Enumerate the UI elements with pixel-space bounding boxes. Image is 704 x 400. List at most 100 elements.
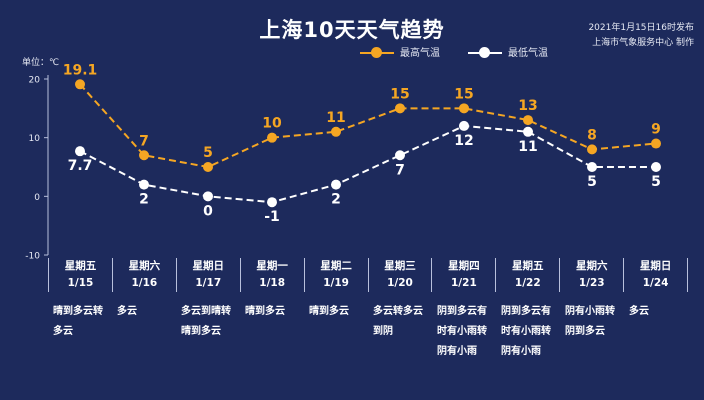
weekday-label: 星期一	[256, 260, 288, 272]
day-column: 星期日 1/24	[623, 258, 689, 292]
weather-description: 阴到多云有 时有小雨转 阴有小雨	[437, 306, 487, 357]
data-label-low: 7	[395, 162, 405, 178]
legend-low-marker	[468, 46, 502, 58]
data-label-high: 5	[203, 145, 213, 161]
data-point-low	[523, 126, 533, 137]
legend-low-label: 最低气温	[508, 48, 548, 59]
unit-label: 单位：℃	[22, 58, 60, 68]
date-label: 1/16	[131, 277, 158, 289]
date-label: 1/21	[451, 277, 477, 289]
legend-high-label: 最高气温	[400, 48, 440, 59]
weather-description: 晴到多云转 多云	[53, 306, 103, 337]
weather-description: 阴到多云有 时有小雨转 阴有小雨	[501, 306, 551, 357]
data-label-high: 8	[587, 127, 597, 143]
day-column: 星期一 1/18	[239, 258, 304, 292]
data-label-high: 7	[139, 133, 149, 149]
data-label-low: 0	[203, 203, 213, 219]
weekday-label: 星期三	[384, 260, 416, 272]
data-label-high: 13	[518, 98, 537, 114]
data-point-low	[651, 162, 661, 172]
data-label-high: 9	[651, 122, 661, 138]
day-column: 星期五 1/22	[495, 258, 559, 292]
data-point-high	[75, 79, 85, 90]
day-column: 星期三 1/20	[367, 258, 432, 292]
date-label: 1/15	[67, 277, 94, 289]
data-label-low: 2	[139, 192, 149, 208]
date-label: 1/20	[387, 277, 413, 289]
data-point-high	[395, 103, 405, 114]
day-column: 星期五 1/15	[48, 258, 112, 292]
data-label-low: 12	[454, 133, 473, 149]
day-column: 星期六 1/16	[111, 258, 176, 292]
publish-time: 2021年1月15日16时发布	[588, 23, 694, 33]
weekday-label: 星期日	[639, 260, 672, 272]
y-tick-label: 0	[34, 193, 40, 203]
data-point-high	[459, 103, 469, 114]
publish-info: 2021年1月15日16时发布 上海市气象服务中心 制作	[588, 21, 694, 51]
date-label: 1/22	[514, 277, 541, 289]
day-column: 星期日 1/17	[175, 258, 240, 292]
chart-legend: 最高气温 最低气温	[360, 44, 576, 59]
data-label-low: 5	[651, 174, 661, 190]
day-column: 星期二 1/19	[303, 258, 368, 292]
date-label: 1/17	[195, 277, 222, 289]
date-label: 1/24	[642, 277, 669, 289]
date-label: 1/23	[578, 277, 605, 289]
data-label-high: 19.1	[63, 62, 98, 78]
data-label-low: 5	[587, 174, 597, 190]
data-point-high	[139, 150, 149, 161]
y-tick-label: 20	[29, 76, 41, 86]
weather-description-row: 晴到多云转 多云 多云 多云到晴转 晴到多云 晴到多云 晴到多云 多云转多云 到阴 阴到多云…	[48, 302, 688, 362]
producer: 上海市气象服务中心 制作	[592, 38, 694, 48]
y-tick-label: -10	[25, 252, 40, 262]
series-line-low	[79, 124, 656, 204]
data-point-high	[203, 162, 213, 172]
data-point-low	[395, 150, 405, 161]
date-label: 1/19	[323, 277, 349, 289]
weather-description: 晴到多云	[245, 306, 285, 317]
forecast-day-row: 星期五 1/15 星期六 1/16 星期日 1/17 星期一 1/18 星期二 1/19 星期三 1/…	[48, 258, 689, 292]
data-point-low	[139, 179, 149, 190]
weather-description: 多云	[117, 306, 137, 317]
weekday-label: 星期日	[192, 260, 225, 272]
weekday-label: 星期五	[512, 260, 544, 272]
weekday-label: 星期六	[575, 260, 608, 272]
weekday-label: 星期六	[128, 260, 161, 272]
day-column: 星期六 1/23	[559, 258, 623, 292]
weather-description: 晴到多云	[309, 306, 349, 317]
data-label-high: 15	[390, 86, 409, 102]
weekday-label: 星期五	[64, 260, 97, 272]
data-label-high: 15	[454, 86, 473, 102]
weather-description: 多云到晴转 晴到多云	[181, 306, 231, 337]
data-point-low	[267, 197, 277, 208]
data-point-high	[523, 115, 533, 126]
data-point-high	[267, 132, 277, 143]
data-point-high	[331, 126, 341, 137]
page-title: 上海10天天气趋势	[259, 18, 445, 42]
data-label-high: 11	[326, 110, 345, 126]
data-point-low	[459, 120, 469, 131]
data-label-low: 2	[331, 192, 341, 208]
data-point-high	[587, 144, 597, 155]
y-tick-label: 10	[29, 134, 41, 144]
data-point-low	[331, 179, 341, 190]
data-label-high: 10	[262, 116, 282, 132]
data-label-low: 7.7	[68, 158, 93, 174]
weekday-label: 星期二	[320, 260, 352, 272]
weather-description: 多云	[629, 306, 649, 317]
data-point-low	[75, 146, 85, 157]
data-label-low: -1	[264, 209, 280, 225]
legend-item-low: 最低气温	[468, 44, 548, 59]
weather-description: 多云转多云 到阴	[373, 306, 423, 337]
data-point-high	[651, 138, 661, 149]
date-label: 1/18	[259, 277, 286, 289]
data-point-low	[203, 191, 213, 202]
data-point-low	[587, 162, 597, 172]
data-label-low: 11	[518, 139, 537, 155]
legend-high-marker	[360, 46, 394, 58]
weekday-label: 星期四	[448, 260, 480, 272]
day-column: 星期四 1/21	[431, 258, 495, 292]
weather-description: 阴有小雨转 阴到多云	[565, 306, 615, 337]
legend-item-high: 最高气温	[360, 44, 440, 59]
